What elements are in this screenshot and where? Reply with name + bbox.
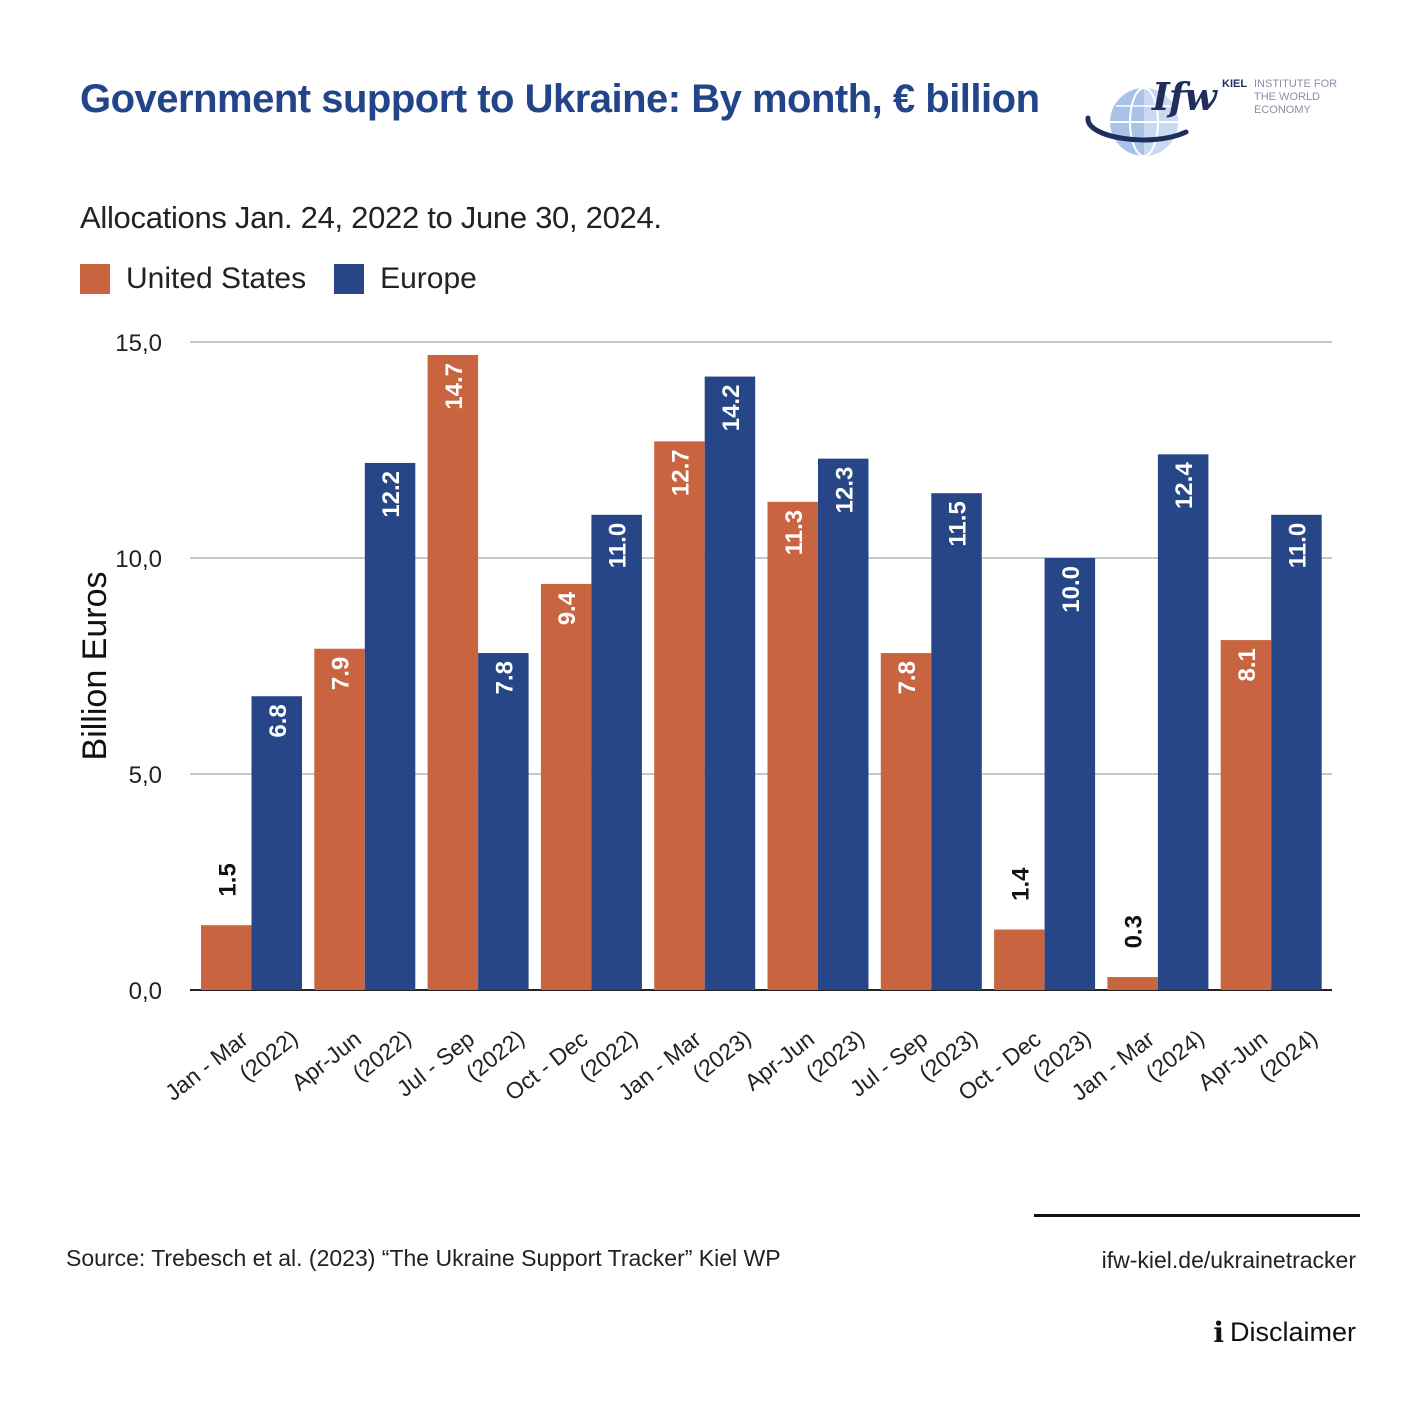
data-label-united-states: 0.3	[1121, 915, 1148, 948]
data-label-europe: 12.3	[831, 467, 858, 514]
bar-united-states	[994, 929, 1045, 990]
legend-swatch-united-states	[80, 264, 110, 294]
bar-united-states	[540, 583, 592, 990]
data-label-europe: 7.8	[491, 661, 518, 694]
page-subtitle: Allocations Jan. 24, 2022 to June 30, 20…	[80, 200, 662, 235]
data-label-united-states: 7.9	[328, 657, 355, 690]
bar-europe	[931, 493, 982, 990]
globe-icon	[1085, 87, 1189, 157]
x-tick-label: Jul - Sep(2023)	[845, 1001, 983, 1126]
data-label-europe: 10.0	[1058, 566, 1085, 613]
bar-europe	[1157, 454, 1209, 990]
legend-item-united-states: United States	[80, 262, 306, 296]
bar-chart: 0,0 5,0 10,0 15,0 Billion Euros 1.5 6.8 Jan - M…	[76, 330, 1332, 1130]
y-tick-label: 15,0	[115, 330, 162, 357]
logo-institute-name: INSTITUTE FOR THE WORLD ECONOMY	[1254, 78, 1374, 117]
bar-united-states	[767, 501, 818, 990]
x-tick-label: Apr-Jun(2024)	[1193, 1001, 1322, 1119]
x-tick-label: Jan - Mar(2022)	[160, 1001, 303, 1130]
bar-united-states	[314, 648, 365, 990]
data-label-united-states: 12.7	[667, 449, 694, 496]
logo-kiel: KIEL	[1222, 78, 1248, 90]
x-tick-label: Oct - Dec(2022)	[500, 1001, 643, 1130]
data-label-europe: 12.4	[1171, 462, 1198, 509]
legend-item-europe: Europe	[334, 262, 477, 296]
x-tick-label: Apr-Jun(2022)	[286, 1001, 415, 1119]
data-label-europe: 11.0	[605, 523, 632, 568]
data-label-europe: 11.0	[1284, 523, 1311, 568]
data-label-united-states: 7.8	[894, 661, 921, 694]
x-tick-label: Apr-Jun(2023)	[740, 1001, 869, 1119]
data-label-europe: 11.5	[945, 501, 972, 546]
y-tick-label: 0,0	[129, 978, 162, 1005]
data-label-europe: 14.2	[718, 385, 745, 432]
data-label-europe: 6.8	[265, 704, 292, 737]
x-tick-label: Oct - Dec(2023)	[953, 1001, 1096, 1130]
legend-swatch-europe	[334, 264, 365, 294]
footer-divider	[1034, 1214, 1360, 1217]
bar-united-states	[1107, 977, 1158, 990]
bar-united-states	[880, 653, 932, 990]
y-tick-label: 10,0	[115, 546, 162, 573]
logo-mark: Ifw	[1152, 74, 1217, 119]
data-label-united-states: 1.4	[1007, 867, 1034, 901]
data-label-united-states: 11.3	[781, 510, 808, 555]
bar-europe	[364, 462, 416, 990]
logo-institute-line2: THE WORLD ECONOMY	[1254, 91, 1320, 116]
logo-institute-line1: INSTITUTE FOR	[1254, 78, 1338, 90]
disclaimer-button[interactable]: i Disclaimer	[1213, 1316, 1356, 1349]
bar-europe	[704, 376, 756, 990]
x-tick-label: Jan - Mar(2023)	[613, 1001, 756, 1130]
bar-europe	[1044, 558, 1096, 990]
data-label-europe: 12.2	[378, 471, 405, 518]
legend-label-united-states: United States	[126, 262, 307, 295]
bar-united-states	[1220, 640, 1272, 990]
bar-united-states	[427, 354, 479, 991]
bar-united-states	[201, 925, 252, 990]
bar-europe	[251, 696, 302, 990]
x-tick-label: Jan - Mar(2024)	[1066, 1001, 1209, 1130]
bar-europe	[1271, 514, 1322, 990]
data-label-united-states: 9.4	[554, 591, 581, 625]
x-tick-label: Jul - Sep(2022)	[392, 1001, 530, 1126]
bar-europe	[818, 458, 869, 990]
bar-united-states	[654, 441, 705, 990]
y-tick-label: 5,0	[129, 762, 162, 789]
info-icon: i	[1213, 1316, 1224, 1349]
source-note: Source: Trebesch et al. (2023) “The Ukra…	[66, 1245, 781, 1271]
bar-europe	[591, 514, 642, 990]
bar-europe	[478, 653, 529, 990]
kiel-institute-logo[interactable]: Ifw KIEL INSTITUTE FOR THE WORLD ECONOMY	[1082, 70, 1372, 170]
tracker-link[interactable]: ifw-kiel.de/ukrainetracker	[1101, 1247, 1356, 1273]
data-label-united-states: 1.5	[214, 863, 241, 896]
disclaimer-label: Disclaimer	[1229, 1317, 1356, 1347]
chart-legend: United States Europe	[80, 262, 505, 296]
data-label-united-states: 8.1	[1234, 648, 1261, 681]
page-title: Government support to Ukraine: By month,…	[80, 77, 1040, 121]
legend-label-europe: Europe	[380, 262, 477, 295]
data-label-united-states: 14.7	[441, 363, 468, 410]
x-tick-label-year: (2024)	[1254, 1024, 1322, 1085]
y-axis-label: Billion Euros	[76, 572, 114, 761]
